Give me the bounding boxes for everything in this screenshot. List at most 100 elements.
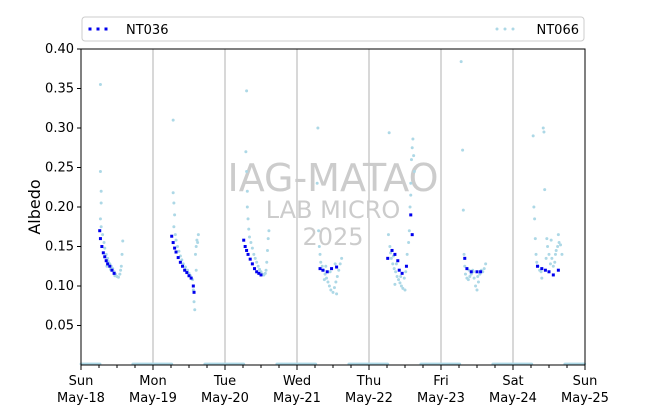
x-tick-label-date: May-18: [57, 391, 105, 406]
x-tick-label-day: Sat: [502, 374, 523, 389]
y-tick-label: 0.20: [45, 200, 74, 215]
data-point-nt066: [337, 268, 341, 272]
data-point-nt066: [101, 233, 105, 237]
data-point-nt066: [245, 89, 249, 93]
data-point-nt036: [98, 229, 102, 233]
data-point-nt066: [335, 275, 339, 279]
data-point-nt066: [468, 275, 472, 279]
data-point-nt066: [264, 268, 268, 272]
data-point-nt066: [119, 264, 123, 268]
data-point-nt036: [410, 233, 414, 237]
data-point-nt066: [340, 256, 344, 260]
data-point-nt036: [243, 245, 247, 248]
data-point-nt066: [466, 278, 470, 282]
data-point-nt066: [472, 276, 476, 280]
data-point-nt036: [543, 268, 547, 272]
data-point-nt066: [461, 208, 465, 212]
data-point-nt066: [391, 262, 395, 266]
data-point-nt066: [338, 262, 342, 266]
data-point-nt036: [400, 271, 404, 275]
data-point-nt036: [397, 268, 401, 272]
data-point-nt036: [404, 264, 408, 268]
data-point-nt066: [475, 288, 479, 292]
watermark-line-1: IAG-MATAO: [227, 156, 438, 200]
data-point-nt036: [250, 262, 254, 266]
data-point-nt066: [191, 288, 195, 292]
y-tick-label: 0.35: [45, 82, 74, 97]
data-point-nt066: [317, 245, 321, 248]
data-point-nt066: [194, 245, 198, 248]
data-point-nt036: [100, 245, 104, 248]
data-point-nt066: [557, 241, 561, 245]
data-point-nt066: [265, 248, 269, 252]
data-point-nt036: [110, 268, 114, 272]
data-point-nt036: [390, 248, 394, 252]
data-point-nt066: [247, 235, 251, 239]
data-point-nt066: [533, 217, 537, 221]
data-point-nt066: [484, 262, 488, 266]
data-point-nt066: [392, 267, 396, 271]
data-point-nt066: [551, 264, 555, 268]
x-tick-label-day: Sun: [573, 374, 598, 389]
data-point-nt066: [560, 252, 564, 256]
data-point-nt036: [181, 264, 185, 268]
data-point-nt066: [395, 275, 399, 279]
data-point-nt066: [326, 280, 330, 284]
data-point-nt036: [183, 268, 187, 272]
data-point-nt036: [173, 246, 177, 250]
legend: NT036 NT066: [81, 16, 585, 42]
x-tick-label-date: May-22: [345, 391, 393, 406]
data-point-nt066: [389, 256, 393, 260]
data-point-nt066: [401, 286, 405, 290]
data-point-nt036: [108, 264, 112, 268]
data-point-nt066: [412, 169, 416, 173]
data-point-nt066: [546, 245, 550, 248]
data-point-nt066: [324, 264, 328, 268]
data-point-nt066: [102, 241, 106, 245]
data-point-nt066: [244, 150, 248, 154]
legend-marker-nt036: [88, 27, 92, 31]
data-point-nt036: [396, 259, 400, 263]
data-point-nt066: [328, 270, 332, 274]
data-point-nt066: [409, 181, 413, 185]
data-point-nt036: [257, 271, 261, 275]
data-point-nt066: [175, 245, 179, 248]
data-point-nt036: [479, 270, 483, 274]
watermark-line-2: LAB MICRO: [266, 196, 401, 224]
data-point-nt066: [550, 256, 554, 260]
data-point-nt066: [559, 243, 563, 247]
data-point-nt036: [475, 270, 479, 274]
data-point-nt066: [319, 260, 323, 264]
data-point-nt036: [246, 252, 250, 256]
data-point-nt066: [387, 131, 391, 135]
data-point-nt066: [333, 262, 337, 266]
data-point-nt066: [393, 282, 397, 286]
data-point-nt036: [101, 251, 105, 255]
data-point-nt066: [177, 249, 181, 253]
data-point-nt036: [112, 271, 116, 275]
data-point-nt066: [196, 241, 200, 245]
data-point-nt036: [98, 237, 102, 241]
data-point-nt066: [267, 229, 271, 233]
data-point-nt066: [556, 245, 560, 248]
data-point-nt066: [407, 229, 411, 233]
data-point-nt066: [192, 300, 196, 304]
data-point-nt066: [535, 260, 539, 264]
data-point-nt036: [259, 273, 263, 277]
x-tick-label-date: May-24: [489, 391, 537, 406]
data-point-nt066: [461, 148, 465, 152]
data-point-nt066: [533, 237, 537, 241]
data-point-nt066: [543, 188, 547, 192]
data-point-nt066: [409, 193, 413, 197]
data-point-nt066: [180, 258, 184, 262]
x-tick-label-day: Tue: [213, 374, 236, 389]
data-point-nt066: [394, 270, 398, 274]
grid-layer: [152, 49, 514, 365]
legend-label-nt036: NT036: [126, 23, 168, 38]
data-point-nt066: [317, 229, 321, 233]
data-point-nt066: [121, 239, 125, 243]
data-point-nt066: [334, 280, 338, 284]
data-point-nt066: [409, 158, 413, 162]
data-point-nt066: [193, 308, 197, 312]
data-point-nt066: [463, 264, 467, 268]
